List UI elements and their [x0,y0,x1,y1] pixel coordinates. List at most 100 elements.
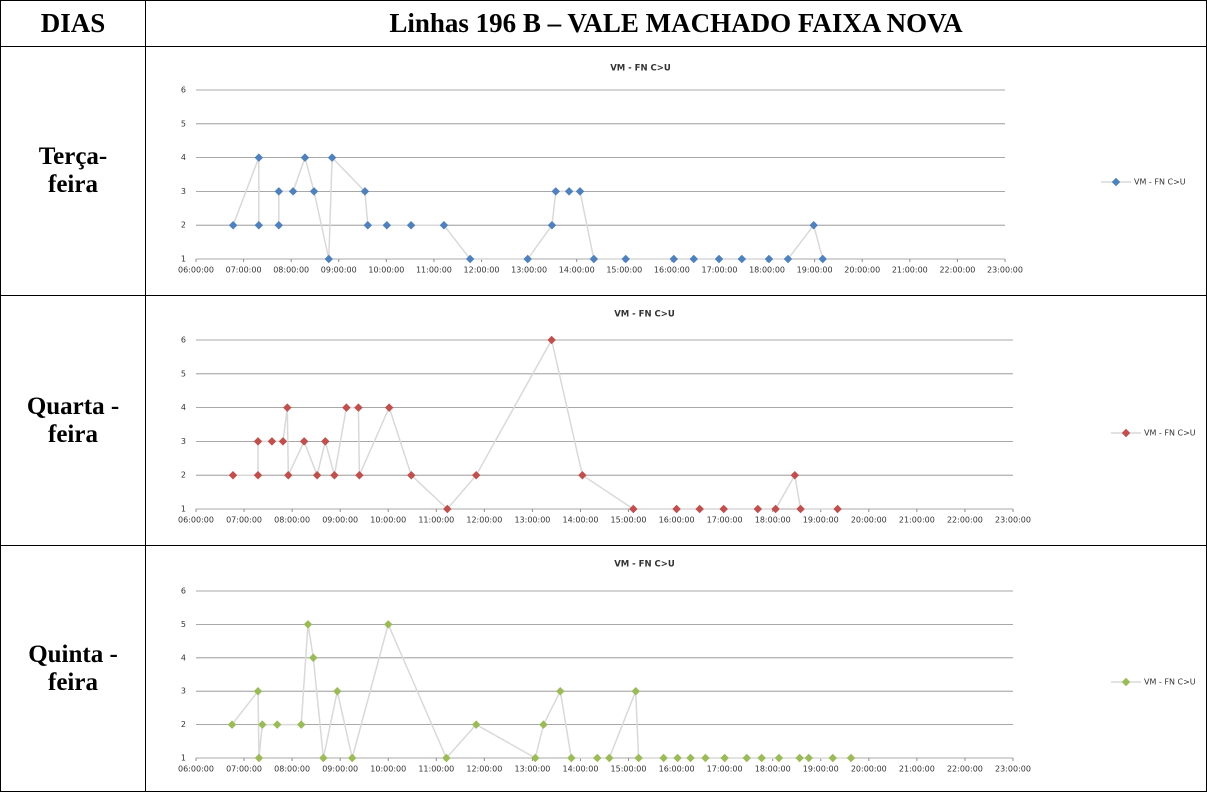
data-point [278,437,288,446]
x-tick-label: 22:00:00 [947,516,983,525]
x-tick-label: 14:00:00 [563,516,599,525]
data-point [382,220,392,230]
x-tick-label: 23:00:00 [995,765,1031,774]
x-tick-label: 18:00:00 [755,516,791,525]
x-tick-label: 19:00:00 [797,266,833,275]
data-point [564,187,574,196]
legend-label: VM - FN C>U [1144,429,1196,438]
x-tick-label: 23:00:00 [987,266,1023,275]
x-tick-label: 08:00:00 [274,516,310,525]
x-tick-label: 09:00:00 [321,266,357,275]
y-tick-label: 1 [181,505,186,514]
data-point [764,254,774,264]
data-point [274,187,284,196]
data-point [828,753,838,763]
y-tick-label: 5 [181,119,186,128]
day-label: Terça-feira [38,143,108,198]
y-tick-label: 2 [181,720,186,729]
data-point [283,403,292,412]
data-point [253,470,263,480]
data-point [254,153,264,162]
data-point [360,187,370,196]
data-point [254,220,264,230]
x-tick-label: 15:00:00 [611,765,647,774]
series-line [232,155,824,260]
data-point [228,470,238,480]
x-tick-label: 17:00:00 [707,765,743,774]
data-point [384,403,394,412]
x-tick-label: 22:00:00 [947,765,983,774]
x-tick-label: 13:00:00 [511,266,547,275]
series-line [233,337,838,511]
data-point [795,753,804,763]
chart: VM - FN C>U 1 2 3 4 5 6 06:00:00 07:00:00 08:00:0… [178,560,1196,774]
data-point [790,470,800,480]
data-point [309,187,319,196]
data-point [324,254,334,264]
header-text: DIAS [40,8,106,38]
header-cell: Linhas 196 B – VALE MACHADO FAIXA NOVA [145,0,1207,47]
x-tick-label: 12:00:00 [466,765,502,774]
data-point [284,470,293,480]
data-point [227,720,237,729]
data-point [439,220,449,230]
x-tick-label: 11:00:00 [418,516,454,525]
day-label: Quinta -feira [28,640,118,696]
data-point [319,753,328,763]
data-point [669,254,679,264]
x-tick-label: 11:00:00 [416,266,452,275]
data-point [347,753,357,763]
data-point [272,720,282,729]
data-point [659,753,668,763]
x-tick-label: 10:00:00 [370,765,406,774]
x-tick-label: 15:00:00 [606,266,642,275]
x-tick-label: 18:00:00 [755,765,791,774]
data-point [443,504,452,514]
x-tick-label: 16:00:00 [654,266,690,275]
x-tick-label: 14:00:00 [559,266,595,275]
y-tick-label: 4 [181,653,186,662]
x-tick-label: 11:00:00 [418,765,454,774]
data-point [547,335,556,345]
data-point [796,504,805,514]
data-point [267,437,277,446]
data-point [673,753,682,763]
data-point [686,753,695,763]
legend-marker [1121,428,1131,438]
x-tick-label: 18:00:00 [749,266,785,275]
day-cell: Quarta -feira [0,295,146,546]
x-tick-label: 06:00:00 [178,516,214,525]
x-tick-label: 10:00:00 [370,516,406,525]
data-point [274,220,284,230]
data-point [774,753,784,763]
x-tick-label: 19:00:00 [803,765,839,774]
data-point [354,403,363,412]
y-tick-label: 4 [181,153,186,162]
x-tick-label: 12:00:00 [466,516,502,525]
data-point [701,753,710,763]
data-point [258,720,267,729]
data-point [228,220,238,230]
data-point [330,470,339,480]
data-point [406,220,416,230]
x-tick-label: 07:00:00 [226,765,262,774]
data-point [567,753,576,763]
y-tick-label: 6 [181,336,186,345]
data-point [719,504,728,514]
data-point [254,753,264,763]
data-point [771,504,780,514]
x-tick-label: 13:00:00 [514,765,550,774]
data-point [253,437,263,446]
data-point [465,254,475,264]
x-tick-label: 07:00:00 [226,516,262,525]
data-point [297,720,306,729]
data-point [783,254,793,264]
x-tick-label: 07:00:00 [226,266,262,275]
y-tick-label: 5 [181,620,186,629]
x-tick-label: 09:00:00 [322,516,358,525]
data-point [551,187,561,196]
x-tick-label: 20:00:00 [851,765,887,774]
x-tick-label: 06:00:00 [178,266,214,275]
data-point [575,187,585,196]
